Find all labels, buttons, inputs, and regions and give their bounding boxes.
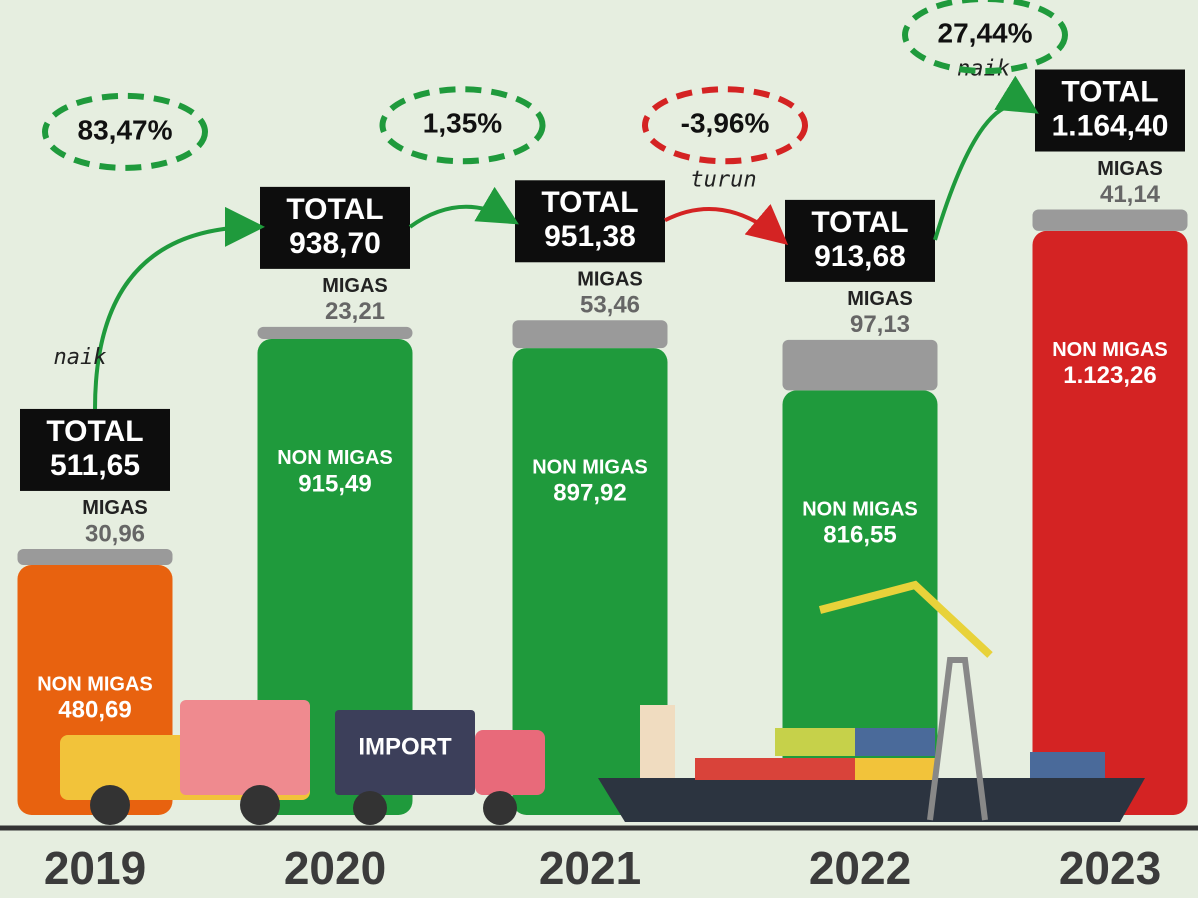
segment-name: NON MIGAS [1052, 339, 1168, 361]
year-label: 2020 [284, 842, 386, 894]
migas-value: 23,21 [325, 298, 385, 325]
migas-name: MIGAS [1097, 158, 1163, 180]
segment-value: 915,49 [298, 470, 371, 497]
segment-name: NON MIGAS [37, 673, 153, 695]
truck-label: IMPORT [358, 733, 452, 760]
segment-name: NON MIGAS [802, 499, 918, 521]
migas-bar [18, 549, 173, 565]
change-value: -3,96% [681, 108, 770, 139]
migas-bar [258, 327, 413, 339]
change-direction: naik [54, 345, 107, 370]
total-label: TOTAL [286, 193, 383, 226]
migas-value: 97,13 [850, 311, 910, 338]
migas-name: MIGAS [847, 288, 913, 310]
change-direction: turun [690, 167, 756, 192]
migas-value: 53,46 [580, 292, 640, 319]
change-arrow [665, 209, 782, 240]
total-label: TOTAL [541, 186, 638, 219]
change-arrow [935, 105, 1032, 240]
total-label: TOTAL [1061, 75, 1158, 108]
migas-name: MIGAS [577, 269, 643, 291]
non-migas-bar [1033, 231, 1188, 815]
year-label: 2019 [44, 842, 146, 894]
segment-value: 1.123,26 [1063, 362, 1156, 389]
migas-bar [1033, 210, 1188, 231]
change-value: 1,35% [423, 108, 502, 139]
migas-bar [783, 340, 938, 391]
segment-value: 480,69 [58, 696, 131, 723]
migas-bar [513, 320, 668, 348]
migas-name: MIGAS [82, 497, 148, 519]
total-label: TOTAL [46, 415, 143, 448]
total-value: 913,68 [814, 240, 906, 273]
migas-name: MIGAS [322, 275, 388, 297]
segment-value: 816,55 [823, 522, 896, 549]
year-label: 2022 [809, 842, 911, 894]
change-arrow [95, 227, 257, 409]
migas-value: 41,14 [1100, 181, 1161, 208]
change-value: 27,44% [938, 17, 1033, 48]
change-value: 83,47% [78, 114, 173, 145]
migas-value: 30,96 [85, 520, 145, 547]
total-label: TOTAL [811, 206, 908, 239]
segment-name: NON MIGAS [532, 456, 648, 478]
infographic: 2019NON MIGAS480,6930,96MIGASTOTAL511,65… [0, 0, 1198, 898]
total-value: 951,38 [544, 220, 636, 253]
segment-name: NON MIGAS [277, 447, 393, 469]
total-value: 938,70 [289, 227, 381, 260]
year-label: 2021 [539, 842, 641, 894]
total-value: 511,65 [50, 449, 140, 482]
change-arrow [410, 207, 512, 227]
segment-value: 897,92 [553, 479, 626, 506]
year-label: 2023 [1059, 842, 1161, 894]
total-value: 1.164,40 [1052, 109, 1169, 142]
